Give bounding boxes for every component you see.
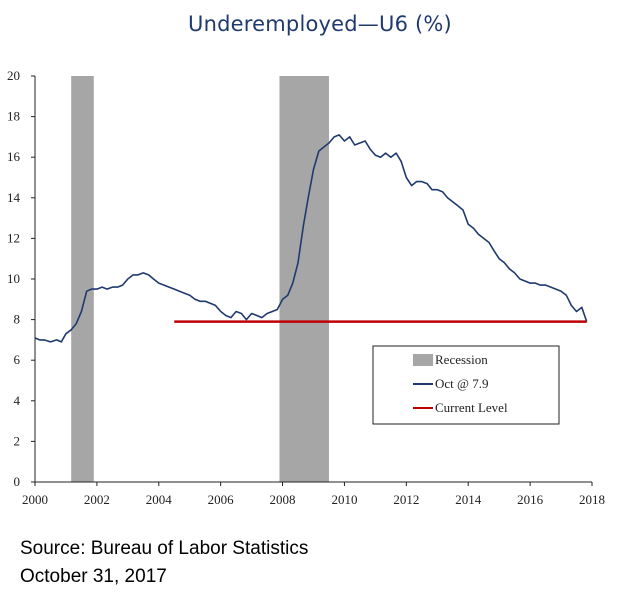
- y-tick-label: 4: [14, 393, 21, 408]
- source-text: Source: Bureau of Labor Statistics: [20, 538, 309, 559]
- y-tick-label: 8: [14, 312, 21, 327]
- y-tick-label: 10: [7, 271, 20, 286]
- y-tick-label: 20: [7, 68, 20, 83]
- legend-label: Oct @ 7.9: [435, 376, 489, 391]
- source-date: October 31, 2017: [20, 566, 167, 587]
- series-line-1: [34, 134, 588, 343]
- legend-label: Recession: [435, 352, 488, 367]
- y-tick-label: 0: [14, 474, 21, 489]
- series-layer: [34, 134, 588, 343]
- x-tick-label: 2018: [579, 492, 605, 507]
- y-tick-label: 12: [7, 230, 20, 245]
- x-tick-label: 2014: [455, 492, 482, 507]
- y-tick-label: 6: [14, 352, 21, 367]
- axes: 0 2 4 6 8 10 12 14 16 18 20 2000 2002 2004 2006 2008 201…: [7, 68, 605, 507]
- y-tick-label: 14: [7, 190, 21, 205]
- recession-band-2: [279, 76, 329, 482]
- x-tick-label: 2016: [517, 492, 544, 507]
- y-tick-label: 18: [7, 109, 20, 124]
- x-tick-label: 2004: [146, 492, 173, 507]
- legend: Recession Oct @ 7.9 Current Level: [372, 345, 560, 425]
- y-tick-label: 16: [7, 149, 21, 164]
- x-tick-label: 2006: [208, 492, 235, 507]
- x-tick-label: 2012: [393, 492, 419, 507]
- x-tick-label: 2002: [84, 492, 110, 507]
- x-tick-label: 2010: [331, 492, 357, 507]
- recession-bands: [71, 76, 329, 482]
- x-tick-label: 2008: [270, 492, 296, 507]
- x-tick-label: 2000: [22, 492, 48, 507]
- legend-label: Current Level: [435, 400, 508, 415]
- y-tick-label: 2: [14, 433, 21, 448]
- legend-swatch-recession: [413, 354, 433, 366]
- recession-band-1: [71, 76, 94, 482]
- chart-title: Underemployed—U6 (%): [188, 12, 452, 36]
- legend-box: [372, 345, 560, 425]
